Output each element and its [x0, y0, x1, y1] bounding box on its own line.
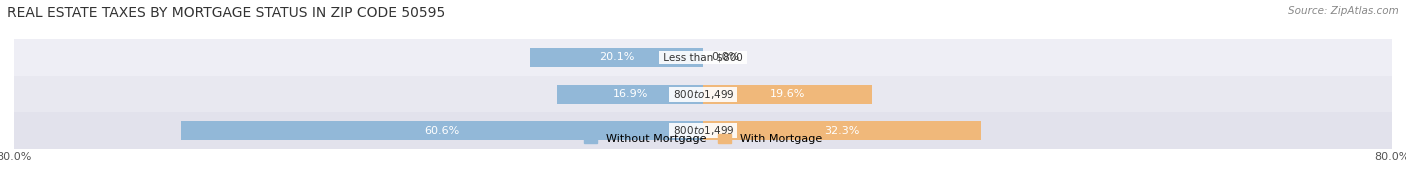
Text: $800 to $1,499: $800 to $1,499: [671, 124, 735, 137]
Text: 19.6%: 19.6%: [769, 89, 806, 99]
Bar: [14, 76, 1392, 112]
Bar: [703, 121, 981, 140]
Text: 0.0%: 0.0%: [711, 53, 740, 63]
Legend: Without Mortgage, With Mortgage: Without Mortgage, With Mortgage: [579, 130, 827, 149]
Text: 60.6%: 60.6%: [425, 126, 460, 136]
Bar: [557, 84, 703, 104]
Text: 32.3%: 32.3%: [824, 126, 859, 136]
Bar: [530, 48, 703, 67]
Text: $800 to $1,499: $800 to $1,499: [671, 88, 735, 101]
Bar: [181, 121, 703, 140]
Text: 20.1%: 20.1%: [599, 53, 634, 63]
Text: REAL ESTATE TAXES BY MORTGAGE STATUS IN ZIP CODE 50595: REAL ESTATE TAXES BY MORTGAGE STATUS IN …: [7, 6, 446, 20]
Bar: [14, 39, 1392, 76]
Text: 16.9%: 16.9%: [613, 89, 648, 99]
Bar: [703, 84, 872, 104]
Bar: [14, 112, 1392, 149]
Text: Source: ZipAtlas.com: Source: ZipAtlas.com: [1288, 6, 1399, 16]
Text: Less than $800: Less than $800: [659, 53, 747, 63]
